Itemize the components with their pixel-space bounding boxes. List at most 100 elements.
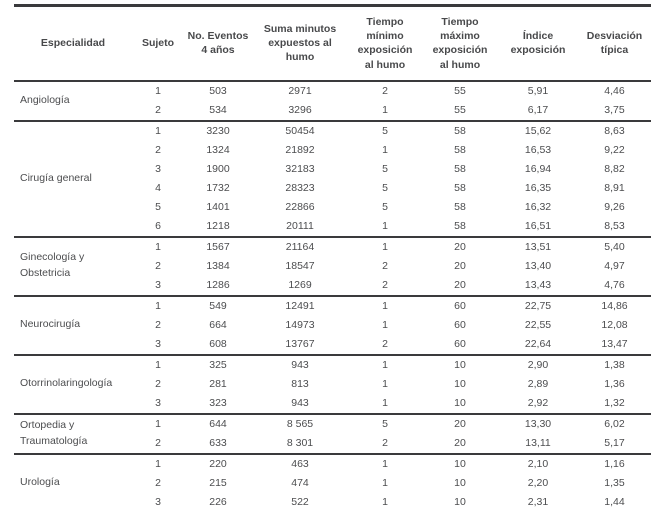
cell-tiempo-maximo: 10 (454, 476, 466, 489)
cell-tiempo-maximo: 58 (454, 181, 466, 194)
cell-tiempo-minimo: 1 (382, 377, 388, 390)
cell-sujeto: 2 (155, 377, 161, 390)
table-row: 2 633 8 301 2 20 13,11 5,17 (14, 434, 651, 454)
specialty-exposure-table-container: Especialidad Sujeto No. Eventos 4 años S… (14, 4, 651, 511)
cell-sujeto: 3 (155, 495, 161, 508)
table-row: Urología 1 220 463 1 10 2,10 1,16 (14, 452, 651, 511)
table-row: 3 1900 32183 5 58 16,94 8,82 (14, 160, 651, 179)
cell-tiempo-minimo: 1 (382, 103, 388, 116)
cell-tiempo-maximo: 58 (454, 162, 466, 175)
cell-eventos: 1286 (206, 278, 230, 291)
cell-suma-minutos: 474 (291, 476, 309, 489)
cell-tiempo-maximo: 10 (422, 452, 498, 474)
cell-eventos: 1324 (206, 143, 230, 156)
cell-sujeto: 3 (155, 337, 161, 350)
cell-suma-minutos: 8 565 (252, 412, 348, 434)
header-suma-minutos: Suma minutos expuestos al humo (252, 5, 348, 82)
cell-desviacion: 8,91 (604, 181, 625, 194)
cell-suma-minutos: 2971 (252, 79, 348, 101)
table-row: 3 226 522 1 10 2,31 1,44 (14, 493, 651, 511)
cell-especialidad: Cirugía general (14, 119, 132, 237)
cell-tiempo-minimo: 1 (382, 318, 388, 331)
cell-tiempo-maximo: 10 (454, 377, 466, 390)
table-row: 2 664 14973 1 60 22,55 12,08 (14, 316, 651, 335)
cell-tiempo-minimo: 2 (348, 79, 422, 101)
cell-sujeto: 1 (132, 412, 184, 434)
cell-tiempo-minimo: 1 (348, 235, 422, 257)
cell-tiempo-minimo: 5 (382, 200, 388, 213)
cell-eventos: 1567 (184, 235, 252, 257)
cell-desviacion: 4,46 (578, 79, 651, 101)
cell-suma-minutos: 14973 (285, 318, 315, 331)
cell-indice: 16,32 (524, 200, 552, 213)
cell-eventos: 323 (209, 396, 227, 409)
table-row: Ginecología y Obstetricia 1 1567 21164 1 20 13… (14, 235, 651, 296)
cell-tiempo-minimo: 5 (348, 412, 422, 434)
cell-suma-minutos: 943 (252, 353, 348, 375)
cell-eventos: 220 (184, 452, 252, 474)
cell-tiempo-maximo: 20 (422, 412, 498, 434)
table-row: 2 1384 18547 2 20 13,40 4,97 (14, 257, 651, 276)
cell-tiempo-maximo: 60 (454, 337, 466, 350)
table-body: Angiología 1 503 2971 2 55 5,91 4,46 2 534 3296 1 55… (14, 79, 651, 511)
cell-tiempo-minimo: 2 (382, 278, 388, 291)
cell-suma-minutos: 50454 (252, 119, 348, 141)
cell-sujeto: 1 (132, 452, 184, 474)
cell-indice: 22,64 (524, 337, 552, 350)
cell-tiempo-minimo: 1 (382, 476, 388, 489)
cell-tiempo-maximo: 58 (454, 143, 466, 156)
cell-eventos: 1384 (206, 259, 230, 272)
cell-tiempo-maximo: 10 (454, 495, 466, 508)
cell-suma-minutos: 32183 (285, 162, 315, 175)
cell-sujeto: 2 (155, 476, 161, 489)
cell-indice: 6,17 (527, 103, 549, 116)
cell-suma-minutos: 22866 (285, 200, 315, 213)
cell-eventos: 549 (184, 294, 252, 316)
cell-eventos: 534 (209, 103, 227, 116)
cell-suma-minutos: 3296 (288, 103, 312, 116)
cell-suma-minutos: 21164 (252, 235, 348, 257)
cell-eventos: 633 (209, 436, 227, 449)
cell-indice: 16,53 (524, 143, 552, 156)
cell-tiempo-minimo: 1 (348, 294, 422, 316)
cell-desviacion: 1,38 (578, 353, 651, 375)
cell-sujeto: 2 (155, 143, 161, 156)
cell-sujeto: 5 (155, 200, 161, 213)
cell-suma-minutos: 943 (291, 396, 309, 409)
cell-eventos: 325 (184, 353, 252, 375)
table-row: 3 323 943 1 10 2,92 1,32 (14, 394, 651, 414)
cell-tiempo-minimo: 2 (382, 436, 388, 449)
table-row: Neurocirugía 1 549 12491 1 60 22,75 14,86 (14, 294, 651, 355)
cell-desviacion: 3,75 (604, 103, 625, 116)
header-indice: Índice exposición (498, 5, 578, 82)
cell-suma-minutos: 28323 (285, 181, 315, 194)
cell-tiempo-maximo: 60 (454, 318, 466, 331)
cell-eventos: 503 (184, 79, 252, 101)
cell-indice: 13,43 (524, 278, 552, 291)
cell-indice: 2,20 (527, 476, 549, 489)
cell-indice: 13,40 (524, 259, 552, 272)
cell-especialidad: Otorrinolaringología (14, 353, 132, 414)
cell-desviacion: 4,76 (604, 278, 625, 291)
header-tiempo-maximo: Tiempo máximo exposición al humo (422, 5, 498, 82)
cell-sujeto: 3 (155, 278, 161, 291)
cell-desviacion: 8,53 (604, 219, 625, 232)
cell-sujeto: 3 (155, 396, 161, 409)
cell-tiempo-minimo: 1 (382, 396, 388, 409)
cell-indice: 2,92 (527, 396, 549, 409)
cell-especialidad: Urología (14, 452, 132, 511)
cell-desviacion: 9,22 (604, 143, 625, 156)
cell-indice: 2,90 (498, 353, 578, 375)
table-row: 6 1218 20111 1 58 16,51 8,53 (14, 217, 651, 237)
cell-tiempo-maximo: 10 (422, 353, 498, 375)
cell-indice: 22,55 (524, 318, 552, 331)
cell-eventos: 1900 (206, 162, 230, 175)
cell-especialidad: Ginecología y Obstetricia (14, 235, 132, 296)
cell-sujeto: 1 (132, 119, 184, 141)
cell-suma-minutos: 20111 (286, 219, 314, 232)
cell-eventos: 1401 (206, 200, 230, 213)
header-tiempo-minimo: Tiempo mínimo exposición al humo (348, 5, 422, 82)
cell-sujeto: 2 (155, 436, 161, 449)
table-row: 4 1732 28323 5 58 16,35 8,91 (14, 179, 651, 198)
cell-desviacion: 8,82 (604, 162, 625, 175)
